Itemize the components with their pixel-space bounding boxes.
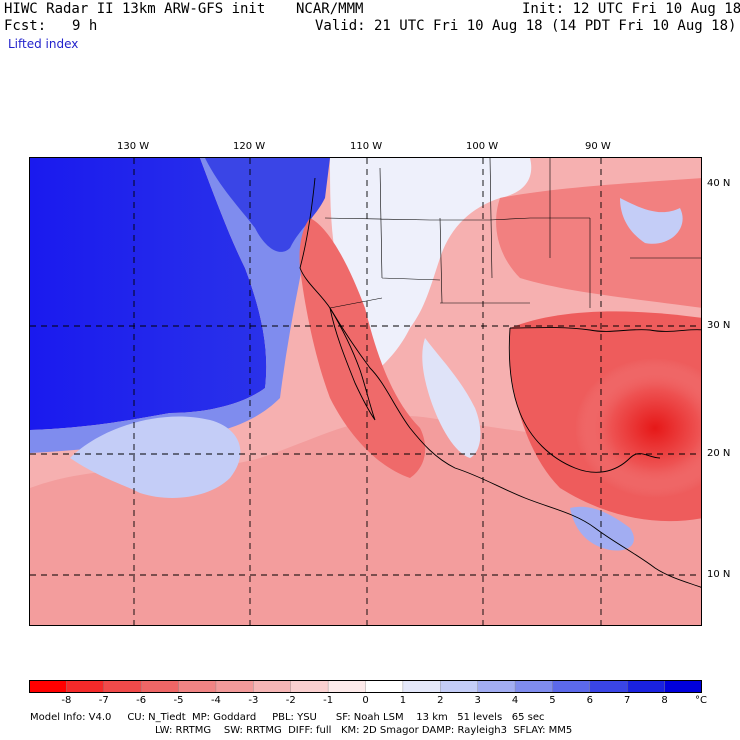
colorbar-cell bbox=[627, 680, 666, 693]
colorbar-tick-label: 5 bbox=[549, 695, 556, 706]
colorbar-tick-label: -1 bbox=[323, 695, 334, 706]
init-time: Init: 12 UTC Fri 10 Aug 18 bbox=[522, 1, 740, 17]
state-borders bbox=[324, 158, 701, 309]
central-america-stable-patch bbox=[570, 506, 634, 551]
colorbar-cell bbox=[589, 680, 628, 693]
colorbar-tick-label: -3 bbox=[248, 695, 259, 706]
colorbar-tick-label: -6 bbox=[136, 695, 147, 706]
colorbar-cell bbox=[215, 680, 255, 693]
organization-label: NCAR/MMM bbox=[296, 1, 364, 17]
northwest-land-stable-region bbox=[205, 158, 330, 252]
colorbar-tick-label: -2 bbox=[285, 695, 296, 706]
lat-lon-grid bbox=[30, 158, 701, 625]
west-coastline bbox=[299, 177, 701, 588]
colorbar-tick-label: 1 bbox=[399, 695, 407, 706]
colorbar-tick-label: 3 bbox=[474, 695, 481, 706]
interior-neutral-region bbox=[330, 158, 532, 368]
colorbar-cell bbox=[103, 680, 142, 693]
colorbar-cell bbox=[66, 680, 105, 693]
colorbar-tick-label: 4 bbox=[511, 695, 519, 706]
model-title: HIWC Radar II 13km ARW-GFS init bbox=[4, 1, 266, 17]
colorbar-tick-label: 6 bbox=[586, 695, 594, 706]
map-canvas bbox=[30, 158, 701, 625]
colorbar-tick-label: 7 bbox=[624, 695, 631, 706]
subtropical-swirl bbox=[70, 416, 241, 498]
colorbar-tick-label: -5 bbox=[173, 695, 184, 706]
colorbar-cell bbox=[440, 680, 479, 693]
baja-peninsula-outline bbox=[329, 307, 376, 421]
lat-label-10n: 10 N bbox=[707, 569, 731, 580]
west-ocean-stable-region bbox=[30, 158, 267, 430]
colorbar-tick-label: 8 bbox=[661, 695, 668, 706]
lon-label-120w: 120 W bbox=[233, 141, 266, 152]
colorbar-cell bbox=[327, 680, 367, 693]
colorbar-cell bbox=[402, 680, 441, 693]
colorbar-tick-label: 0 bbox=[362, 695, 369, 706]
model-info-line-2: LW: RRTMG SW: RRTMG DIFF: full KM: 2D Sm… bbox=[155, 725, 573, 736]
field-name: Lifted index bbox=[8, 37, 79, 51]
lon-label-110w: 110 W bbox=[350, 141, 383, 152]
colorbar-cell bbox=[664, 680, 702, 693]
mexico-plateau-neutral bbox=[422, 338, 481, 458]
colorbar-unit: °C bbox=[695, 695, 707, 706]
lon-label-90w: 90 W bbox=[585, 141, 611, 152]
lon-label-130w: 130 W bbox=[117, 141, 150, 152]
forecast-label: Fcst: bbox=[4, 18, 47, 34]
southwest-unstable-region bbox=[299, 218, 426, 478]
colorbar-cell bbox=[365, 680, 404, 693]
northeast-neutral-patch bbox=[620, 198, 683, 244]
lat-label-30n: 30 N bbox=[707, 320, 731, 331]
gulf-instability-max bbox=[575, 358, 701, 498]
valid-time: Valid: 21 UTC Fri 10 Aug 18 (14 PDT Fri … bbox=[315, 18, 737, 34]
colorbar-cell bbox=[140, 680, 180, 693]
colorbar-tick-label: -8 bbox=[61, 695, 72, 706]
colorbar-tick-label: -4 bbox=[210, 695, 221, 706]
lon-label-100w: 100 W bbox=[466, 141, 499, 152]
colorbar-tick-label: 2 bbox=[437, 695, 444, 706]
colorbar bbox=[29, 680, 702, 693]
lifted-index-map bbox=[29, 157, 702, 626]
colorbar-cell bbox=[477, 680, 516, 693]
model-info-line-1: Model Info: V4.0 CU: N_Tiedt MP: Goddard… bbox=[30, 712, 545, 723]
forecast-hour: 9 h bbox=[72, 18, 98, 34]
colorbar-cell bbox=[290, 680, 329, 693]
lat-label-40n: 40 N bbox=[707, 178, 731, 189]
lat-label-20n: 20 N bbox=[707, 448, 731, 459]
colorbar-tick-label: -7 bbox=[98, 695, 109, 706]
colorbar-cell bbox=[552, 680, 591, 693]
colorbar-cell bbox=[29, 680, 68, 693]
colorbar-cell bbox=[253, 680, 292, 693]
colorbar-cell bbox=[178, 680, 217, 693]
offshore-transition-zone bbox=[30, 158, 320, 453]
colorbar-cell bbox=[514, 680, 554, 693]
